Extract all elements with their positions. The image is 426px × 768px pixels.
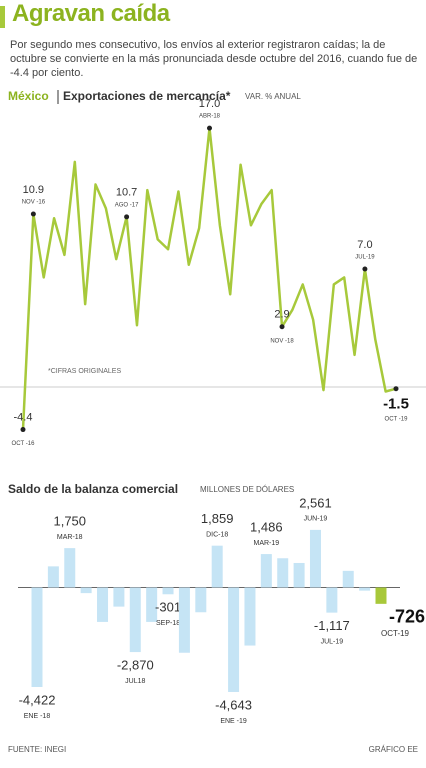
source: FUENTE: INEGI — [8, 745, 66, 754]
category-label: ENE -18 — [24, 713, 51, 720]
bar — [342, 570, 354, 588]
bar — [359, 587, 371, 591]
point — [207, 125, 212, 131]
page-title: Agravan caída — [12, 0, 170, 27]
unit: VAR. % ANUAL — [245, 92, 301, 101]
value-label: -4.4 — [14, 411, 33, 423]
bar — [113, 587, 125, 607]
category-label: MAR-19 — [253, 540, 279, 547]
bar — [293, 562, 305, 588]
bar — [309, 529, 321, 588]
value-label: -4,643 — [215, 697, 252, 712]
value-label: -1.5 — [383, 396, 409, 413]
bar — [326, 587, 338, 613]
bar — [260, 554, 272, 588]
category-label: MAR-18 — [57, 534, 83, 541]
category-label: NOV -18 — [270, 338, 294, 344]
category-label: ENE -19 — [220, 718, 247, 725]
point — [279, 324, 285, 330]
value-label: 1,486 — [250, 520, 283, 535]
region: México — [8, 89, 49, 103]
category-label: JUL-19 — [321, 638, 344, 645]
title-bar — [0, 6, 5, 28]
value-label: -4,422 — [19, 692, 56, 707]
value-label: 2.9 — [274, 309, 289, 321]
subtitle: Por segundo mes consecutivo, los envíos … — [10, 39, 418, 79]
bar — [375, 587, 387, 604]
bar — [31, 587, 43, 687]
category-label: JUL18 — [125, 678, 145, 685]
chart-title: Exportaciones de mercancía* — [63, 89, 231, 103]
bar — [97, 587, 109, 622]
value-label: 7.0 — [357, 239, 372, 251]
category-label: OCT-19 — [381, 629, 410, 638]
bar — [195, 587, 207, 613]
bar — [277, 558, 289, 588]
value-label: -726 — [389, 607, 425, 627]
point — [20, 427, 26, 433]
category-label: NOV -16 — [22, 200, 46, 206]
bar — [47, 566, 59, 588]
point — [393, 386, 399, 392]
category-label: AGO -17 — [115, 202, 139, 208]
bar — [162, 587, 174, 595]
value-label: -301 — [155, 600, 181, 615]
category-label: OCT -16 — [12, 441, 36, 447]
bar — [228, 587, 240, 692]
category-label: ABR-18 — [199, 114, 221, 120]
bar — [178, 587, 190, 653]
value-label: 10.7 — [116, 187, 137, 199]
category-label: SEP-18 — [156, 620, 180, 627]
bar — [244, 587, 256, 646]
chart-title: Saldo de la balanza comercial — [8, 482, 178, 496]
value-label: 1,859 — [201, 511, 234, 526]
unit: MILLONES DE DÓLARES — [200, 485, 294, 494]
bar — [129, 587, 141, 653]
point — [124, 214, 130, 220]
category-label: JUL-19 — [355, 255, 375, 261]
value-label: 2,561 — [299, 495, 332, 510]
bar — [64, 548, 76, 588]
annotation: *CIFRAS ORIGINALES — [48, 368, 121, 375]
point — [30, 211, 36, 217]
value-label: -2,870 — [117, 658, 154, 673]
point — [362, 266, 368, 272]
category-label: DIC-18 — [206, 532, 228, 539]
bar — [80, 587, 92, 594]
value-label: -1,117 — [314, 618, 350, 633]
value-label: 1,750 — [53, 514, 86, 529]
bar — [211, 545, 223, 588]
line — [21, 126, 397, 430]
bar — [146, 587, 158, 622]
value-label: 17.0 — [199, 98, 220, 110]
credit: GRÁFICO EE — [369, 745, 418, 754]
category-label: JUN-19 — [304, 516, 328, 523]
category-label: OCT -19 — [385, 416, 409, 422]
value-label: 10.9 — [23, 184, 44, 196]
